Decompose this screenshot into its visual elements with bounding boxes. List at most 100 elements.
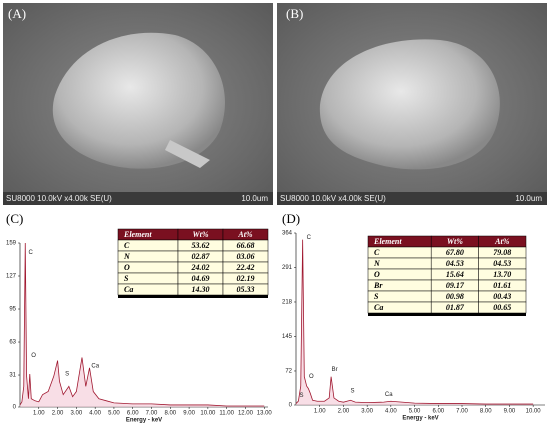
table-text: Ca: [374, 303, 383, 312]
y-tick-label: 127: [6, 274, 17, 280]
table-text: 79.08: [493, 248, 511, 257]
table-text: 66.68: [237, 241, 255, 250]
x-tick-label: 9.00: [183, 411, 195, 417]
table-text: 03.06: [237, 252, 255, 261]
table-text: 01.61: [493, 281, 511, 290]
sem-footer: SU8000 10.0kV x4.00k SE(U): [280, 194, 386, 203]
y-tick-label: 31: [9, 373, 16, 379]
table-text: 14.30: [192, 285, 210, 294]
table-text: 00.98: [446, 292, 464, 301]
x-tick-label: 6.00: [127, 411, 139, 417]
table-text: S: [374, 292, 379, 301]
table-shadow: [118, 295, 268, 298]
table-text: N: [373, 259, 381, 268]
table-cell: [478, 301, 527, 314]
table-header: Wt%: [447, 237, 463, 246]
table-text: 24.02: [191, 263, 210, 272]
table-text: 00.65: [493, 303, 511, 312]
y-tick-label: 159: [6, 241, 17, 247]
sem-footer: SU8000 10.0kV x4.00k SE(U): [6, 194, 112, 203]
x-tick-label: 7.00: [146, 411, 158, 417]
table-text: C: [374, 248, 380, 257]
sem-image-b: [277, 3, 547, 205]
spectrum-line: [295, 239, 534, 405]
table-text: O: [374, 270, 380, 279]
table-header: At%: [237, 230, 253, 239]
table-text: S: [124, 274, 129, 283]
table-header: Element: [123, 230, 152, 239]
spectrum-line: [19, 242, 265, 407]
panel-label: (B): [286, 6, 303, 21]
x-tick-label: 6.00: [432, 409, 444, 415]
peak-label: Ca: [91, 363, 99, 369]
table-text: 00.43: [493, 292, 511, 301]
x-tick-label: 4.00: [89, 411, 101, 417]
x-tick-label: 9.00: [504, 409, 516, 415]
x-tick-label: 8.00: [164, 411, 176, 417]
x-tick-label: 3.00: [71, 411, 83, 417]
panel-label: (A): [8, 6, 26, 21]
x-axis-label: Energy - keV: [402, 416, 438, 422]
x-tick-label: 1.00: [33, 411, 45, 417]
y-tick-label: 95: [9, 307, 16, 313]
x-tick-label: 7.00: [456, 409, 468, 415]
peak-label: Ca: [385, 392, 393, 398]
peak-label: O: [309, 374, 314, 380]
y-tick-label: 0: [13, 405, 17, 411]
table-text: 67.80: [446, 248, 464, 257]
peak-label: C: [28, 250, 33, 256]
table-text: O: [124, 263, 130, 272]
peak-label: C: [307, 235, 312, 241]
x-tick-label: 10.00: [526, 409, 542, 415]
x-tick-label: 8.00: [480, 409, 492, 415]
y-tick-label: 63: [9, 340, 16, 346]
y-tick-label: 291: [282, 265, 293, 271]
table-text: 05.33: [237, 285, 255, 294]
x-tick-label: 11.00: [219, 411, 234, 417]
peak-label: S: [351, 388, 355, 394]
table-header: Element: [373, 237, 402, 246]
table-header: At%: [494, 237, 510, 246]
table-text: 02.19: [237, 274, 255, 283]
table-text: 04.53: [493, 259, 511, 268]
y-tick-label: 364: [282, 231, 293, 237]
y-tick-label: 145: [282, 334, 293, 340]
y-tick-label: 218: [282, 300, 293, 306]
spectrum-area: [20, 243, 265, 407]
panel-label: (C): [6, 211, 23, 226]
x-tick-label: 3.00: [361, 409, 373, 415]
x-tick-label: 1.00: [314, 409, 326, 415]
table-text: 02.87: [192, 252, 211, 261]
x-tick-label: 2.00: [338, 409, 350, 415]
table-shadow: [368, 313, 526, 316]
peak-label: O: [31, 353, 36, 359]
table-text: 13.70: [493, 270, 511, 279]
table-text: Br: [373, 281, 383, 290]
table-text: 01.87: [446, 303, 465, 312]
table-text: 04.69: [192, 274, 210, 283]
table-text: 22.42: [236, 263, 255, 272]
x-tick-label: 5.00: [108, 411, 120, 417]
table-cell: [222, 283, 269, 296]
x-axis-label: Energy - keV: [126, 418, 162, 424]
x-tick-label: 10.00: [200, 411, 216, 417]
scale-label: 10.0um: [515, 194, 542, 203]
table-text: 15.64: [446, 270, 464, 279]
peak-label: S: [300, 393, 304, 399]
table-text: 53.62: [192, 241, 210, 250]
x-tick-label: 5.00: [409, 409, 421, 415]
peak-label: S: [65, 372, 69, 378]
peak-label: Br: [332, 367, 338, 373]
table-text: 09.17: [446, 281, 465, 290]
scale-label: 10.0um: [241, 194, 268, 203]
panel-label: (D): [282, 211, 300, 226]
y-tick-label: 72: [285, 369, 292, 375]
x-tick-label: 4.00: [385, 409, 397, 415]
table-text: N: [123, 252, 131, 261]
x-tick-label: 2.00: [52, 411, 64, 417]
table-text: Ca: [124, 285, 133, 294]
x-tick-label: 13.00: [257, 411, 273, 417]
table-text: 04.53: [446, 259, 464, 268]
table-text: C: [124, 241, 130, 250]
